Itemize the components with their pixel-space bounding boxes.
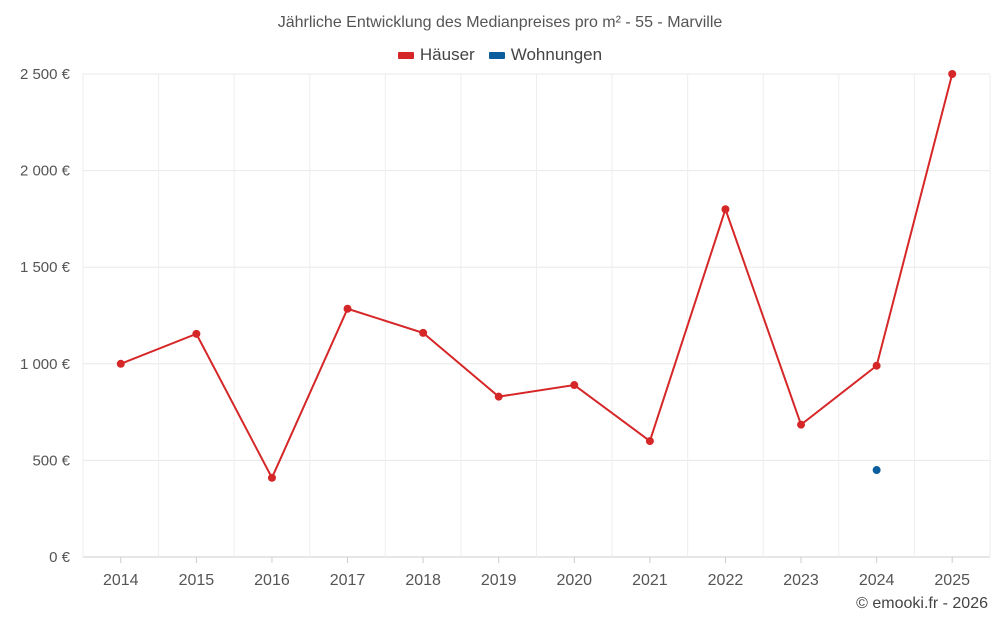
x-tick-label: 2022 [708,572,744,589]
x-tick-label: 2023 [783,572,819,589]
y-tick-label: 2 000 € [20,163,71,180]
x-tick-label: 2018 [405,572,441,589]
data-point-haeuser [948,70,957,78]
x-tick-label: 2014 [103,572,139,589]
chart-title: Jährliche Entwicklung des Medianpreises … [277,14,723,31]
legend-label-haeuser: Häuser [419,45,475,64]
data-point-haeuser [797,420,806,429]
data-point-haeuser [645,437,654,446]
legend-item-haeuser[interactable]: Häuser [397,45,475,65]
x-tick-label: 2020 [556,572,592,589]
y-tick-label: 500 € [32,452,70,469]
data-point-haeuser [419,328,428,337]
data-point-haeuser [570,381,579,390]
x-tick-label: 2025 [934,572,970,589]
x-tick-label: 2021 [632,572,668,589]
data-point-haeuser [192,329,201,338]
data-point-haeuser [267,473,276,482]
y-tick-label: 1 000 € [20,356,71,373]
legend-label-wohnungen: Wohnungen [510,45,603,64]
credit-text: © emooki.fr - 2026 [856,595,988,612]
x-tick-label: 2015 [179,572,215,589]
x-tick-label: 2019 [481,572,517,589]
legend-swatch-haeuser [397,51,414,59]
chart-legend: Häuser Wohnungen [0,45,1000,65]
data-point-haeuser [721,205,730,214]
y-tick-label: 1 500 € [20,259,71,276]
x-tick-label: 2017 [330,572,366,589]
legend-item-wohnungen[interactable]: Wohnungen [488,45,603,65]
data-point-haeuser [494,392,503,401]
y-tick-label: 0 € [49,549,71,566]
data-point-haeuser [343,304,352,313]
data-point-haeuser [116,359,125,368]
data-point-wohnungen [872,466,881,475]
x-tick-label: 2024 [859,572,895,589]
y-tick-label: 2 500 € [20,66,71,83]
legend-swatch-wohnungen [488,51,505,59]
x-tick-label: 2016 [254,572,290,589]
series-line-haeuser [120,73,954,481]
data-point-haeuser [872,361,881,370]
